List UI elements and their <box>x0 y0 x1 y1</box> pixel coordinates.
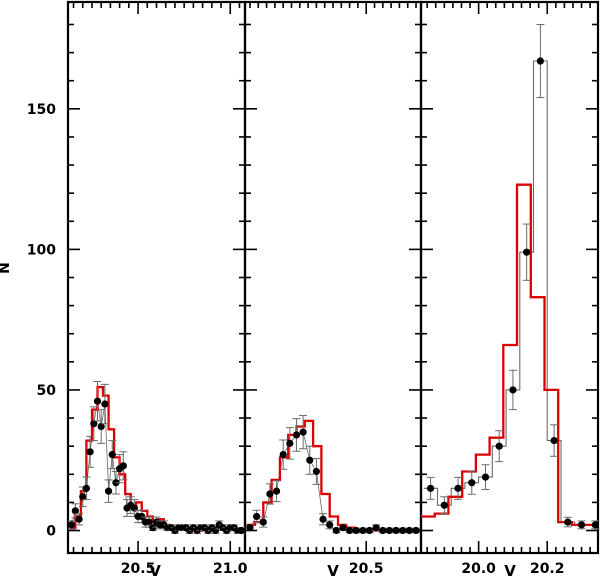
panel-2-observed-point <box>332 526 340 535</box>
panel-2-observed-point <box>253 512 261 521</box>
panel-2-observed-point <box>392 526 400 535</box>
panel-frames <box>66 0 600 555</box>
panel-2-observed-point <box>292 431 301 439</box>
panel-2-observed-point <box>372 524 380 532</box>
x-axis-label-panel-1: V <box>149 562 161 579</box>
panel-1-observed-point <box>119 462 127 470</box>
y-tick-label: 100 <box>27 242 56 258</box>
panel-3-observed-point <box>468 479 476 487</box>
panel-3-observed-point <box>481 473 490 481</box>
panel-1-observed-point <box>79 493 87 501</box>
panel-3-observed-point <box>427 484 435 492</box>
panel-2-observed-point <box>286 439 294 447</box>
panel-3-observed-point <box>495 442 503 450</box>
panel-2-observed-point <box>359 526 367 535</box>
panel-3-observed-point <box>509 386 517 394</box>
observed-points <box>67 23 600 535</box>
panel-3-model-histogram <box>421 183 598 527</box>
panel-1-observed-point <box>82 484 91 492</box>
panel-1-observed-point <box>149 524 157 532</box>
panel-3-observed-point <box>536 57 544 65</box>
panel-1-observed-point <box>93 397 102 405</box>
panel-3-observed-point <box>440 501 448 509</box>
panel-2-observed-point <box>299 428 307 436</box>
panel-3-observed-point <box>550 436 558 445</box>
panel-2-frame <box>243 0 423 555</box>
panel-1-x-tick-label: 21.0 <box>213 561 248 577</box>
x-axis-label-panel-3: V <box>504 562 516 579</box>
panel-1-observed-point <box>104 487 113 495</box>
panel-2-observed-point <box>272 487 281 495</box>
panel-2-observed-point <box>346 526 354 535</box>
panel-1-frame <box>66 0 247 555</box>
panel-1-observed-point <box>86 448 94 456</box>
panel-2-observed-point <box>339 524 347 532</box>
y-tick-label: 150 <box>27 102 56 118</box>
panel-2-observed-point <box>259 518 267 526</box>
panel-1-observed-point <box>108 451 116 459</box>
panel-2-observed-point <box>312 467 320 476</box>
panel-3-observed-histogram <box>423 60 598 526</box>
panel-2-model-histogram <box>246 419 421 532</box>
step-histograms <box>69 60 598 532</box>
panel-3-observed-point <box>591 521 599 529</box>
panel-3-x-tick-label: 20.0 <box>461 561 496 577</box>
panel-1-x-tick-label: 20.5 <box>121 561 156 577</box>
axis-ticks: 20.5 21.0 20.5 20.0 20.2 0 50 100 150 <box>27 2 598 577</box>
panel-3-observed-point <box>523 248 531 256</box>
panel-3-observed-point <box>577 521 586 529</box>
y-tick-label: 0 <box>46 524 56 540</box>
panel-1-observed-point <box>97 422 105 431</box>
panel-2-x-tick-label: 20.5 <box>349 561 384 577</box>
panel-1-observed-point <box>75 515 83 523</box>
panel-2-observed-point <box>379 526 387 535</box>
panel-3-frame <box>419 0 600 555</box>
panel-2-observed-point <box>326 521 334 529</box>
panel-1-model-histogram <box>69 385 242 532</box>
y-tick-label: 50 <box>37 383 57 399</box>
panel-1-observed-point <box>68 521 76 529</box>
panel-2-observed-point <box>319 515 327 523</box>
panel-1-observed-point <box>138 512 146 521</box>
panel-2-observed-point <box>279 451 287 459</box>
panel-1-observed-point <box>71 507 79 515</box>
panel-2-observed-point <box>399 526 407 535</box>
panel-3-observed-point <box>454 484 462 492</box>
panel-3-x-tick-label: 20.2 <box>530 561 565 577</box>
panel-2-observed-point <box>246 524 254 532</box>
panel-1-observed-point <box>101 400 109 408</box>
panel-2-observed-point <box>306 456 314 464</box>
panel-2-observed-point <box>385 526 394 535</box>
panel-2-observed-point <box>365 526 374 535</box>
panel-3-observed-point <box>564 518 572 526</box>
x-axis-label-panel-2: V <box>327 562 339 579</box>
panel-2-observed-point <box>352 526 360 535</box>
axis-labels: N V V V <box>0 262 516 579</box>
panel-1-observed-point <box>90 420 98 428</box>
panel-2-observed-point <box>266 490 274 498</box>
y-axis-label: N <box>0 262 13 274</box>
panel-1-observed-point <box>145 518 153 526</box>
